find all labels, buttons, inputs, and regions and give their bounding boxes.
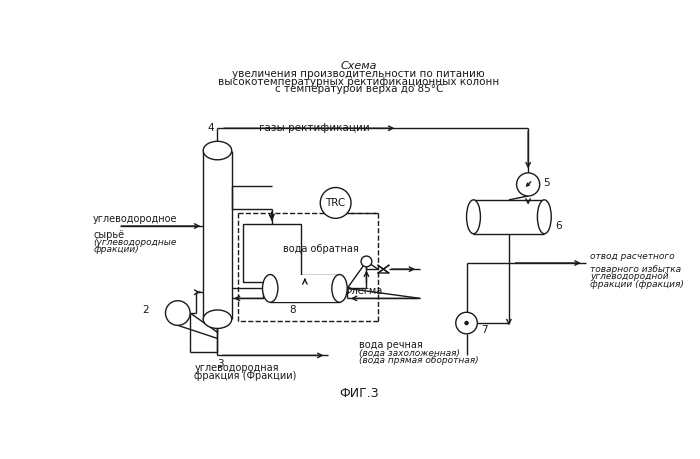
Text: углеводородной: углеводородной — [589, 272, 668, 281]
Text: 7: 7 — [481, 325, 488, 336]
Circle shape — [321, 188, 351, 218]
Text: (углеводородные: (углеводородные — [93, 238, 176, 246]
Text: товарного избытка: товарного избытка — [589, 264, 681, 274]
Circle shape — [517, 173, 540, 196]
Text: 2: 2 — [142, 305, 149, 315]
Bar — [270, 274, 340, 302]
Text: углеводородное: углеводородное — [93, 214, 178, 224]
Text: 1: 1 — [247, 224, 253, 235]
Text: ФИГ.3: ФИГ.3 — [339, 387, 379, 400]
Text: газы ректификации: газы ректификации — [258, 123, 370, 133]
Circle shape — [456, 312, 477, 334]
Ellipse shape — [332, 274, 347, 302]
Text: 4: 4 — [207, 123, 214, 133]
Circle shape — [361, 256, 372, 267]
Ellipse shape — [262, 274, 278, 302]
Text: отвод расчетного: отвод расчетного — [589, 252, 674, 262]
Text: фракции): фракции) — [93, 245, 139, 254]
Text: увеличения производительности по питанию: увеличения производительности по питанию — [232, 69, 485, 79]
Text: вода речная: вода речная — [358, 340, 423, 350]
Text: Флегма: Флегма — [344, 286, 383, 296]
Text: фракции (фракция): фракции (фракция) — [589, 280, 684, 289]
Text: углеводородная: углеводородная — [195, 363, 279, 373]
Text: (вода захоложенная): (вода захоложенная) — [358, 348, 460, 358]
Text: TRC: TRC — [326, 198, 346, 208]
Circle shape — [465, 321, 468, 325]
Ellipse shape — [203, 141, 232, 160]
Text: 5: 5 — [543, 178, 550, 188]
Ellipse shape — [466, 200, 480, 234]
Ellipse shape — [203, 310, 232, 329]
Text: вода обратная: вода обратная — [283, 244, 358, 254]
Text: фракция (Фракции): фракция (Фракции) — [195, 371, 297, 381]
Text: сырьё: сырьё — [93, 230, 124, 240]
Text: высокотемпературных ректификационных колонн: высокотемпературных ректификационных кол… — [218, 77, 499, 87]
Text: с температурой верха до 85°С: с температурой верха до 85°С — [274, 84, 443, 95]
Text: 3: 3 — [218, 359, 224, 369]
Circle shape — [165, 301, 190, 325]
Text: 6: 6 — [555, 221, 561, 230]
Bar — [244, 224, 301, 282]
Bar — [203, 151, 232, 319]
Text: (вода прямая оборотная): (вода прямая оборотная) — [358, 356, 478, 365]
Bar — [473, 200, 545, 234]
Text: 8: 8 — [290, 305, 296, 314]
Text: Схема: Схема — [340, 61, 377, 71]
Ellipse shape — [538, 200, 551, 234]
